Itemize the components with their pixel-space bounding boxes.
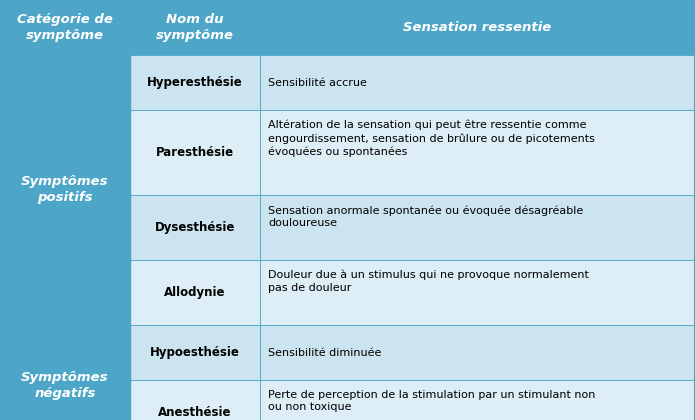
Bar <box>260 55 695 110</box>
Text: Hypoesthésie: Hypoesthésie <box>150 346 240 359</box>
Text: Hyperesthésie: Hyperesthésie <box>147 76 243 89</box>
Text: Symptômes
négatifs: Symptômes négatifs <box>22 370 108 399</box>
Bar <box>260 380 695 420</box>
Text: Sensibilité diminuée: Sensibilité diminuée <box>268 347 382 357</box>
Bar <box>130 0 260 55</box>
Bar <box>130 260 260 325</box>
Text: Sensation anormale spontanée ou évoquée désagréable
douloureuse: Sensation anormale spontanée ou évoquée … <box>268 205 583 228</box>
Text: Anesthésie: Anesthésie <box>158 406 231 419</box>
Text: Symptômes
positifs: Symptômes positifs <box>22 176 108 205</box>
Bar <box>0 55 130 325</box>
Text: Perte de perception de la stimulation par un stimulant non
ou non toxique: Perte de perception de la stimulation pa… <box>268 390 596 412</box>
Bar <box>260 0 695 55</box>
Bar <box>130 380 260 420</box>
Text: Sensibilité accrue: Sensibilité accrue <box>268 78 367 87</box>
Text: Sensation ressentie: Sensation ressentie <box>403 21 552 34</box>
Bar <box>260 195 695 260</box>
Bar <box>130 110 260 195</box>
Text: Paresthésie: Paresthésie <box>156 146 234 159</box>
Text: Altération de la sensation qui peut être ressentie comme
engourdissement, sensat: Altération de la sensation qui peut être… <box>268 120 595 157</box>
Bar <box>130 195 260 260</box>
Text: Dysesthésie: Dysesthésie <box>155 221 235 234</box>
Text: Douleur due à un stimulus qui ne provoque normalement
pas de douleur: Douleur due à un stimulus qui ne provoqu… <box>268 270 589 293</box>
Bar <box>130 325 260 380</box>
Text: Catégorie de
symptôme: Catégorie de symptôme <box>17 13 113 42</box>
Text: Nom du
symptôme: Nom du symptôme <box>156 13 234 42</box>
Bar <box>260 260 695 325</box>
Bar <box>0 0 130 55</box>
Bar <box>130 55 260 110</box>
Bar <box>0 325 130 420</box>
Text: Allodynie: Allodynie <box>164 286 226 299</box>
Bar <box>260 110 695 195</box>
Bar <box>260 325 695 380</box>
